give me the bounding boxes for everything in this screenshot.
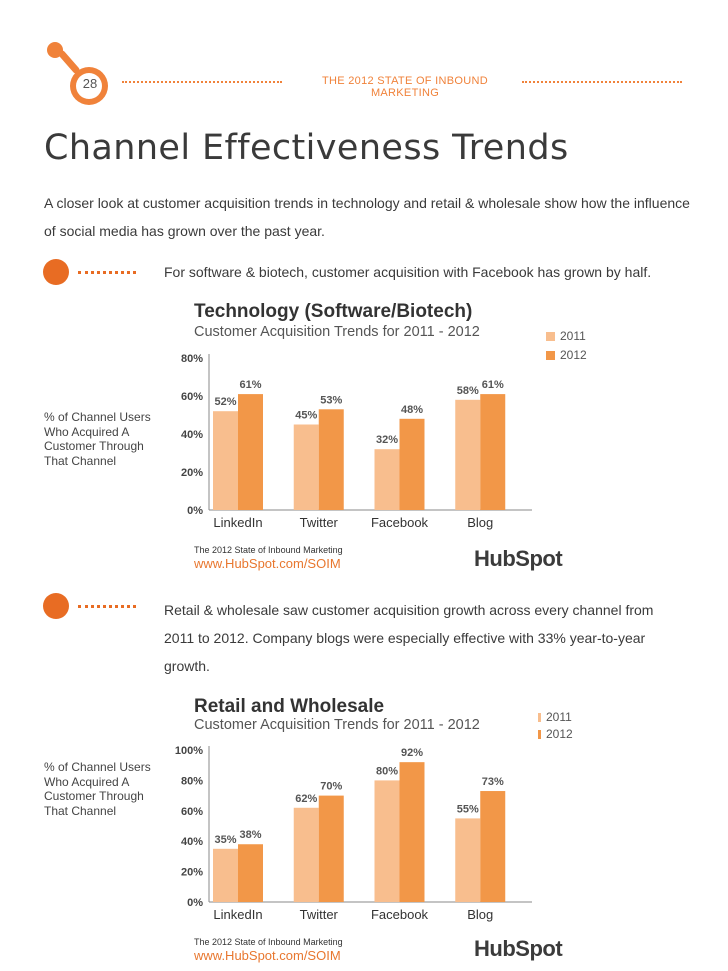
data-label: 55% (457, 803, 479, 815)
chart-subtitle: Customer Acquisition Trends for 2011 - 2… (194, 717, 480, 733)
data-label: 61% (239, 379, 261, 391)
data-label: 38% (239, 829, 261, 841)
hubspot-wordmark-text: HubSpot (474, 546, 563, 571)
hubspot-sprocket-logo (47, 42, 108, 105)
y-tick-label: 40% (181, 836, 203, 848)
data-label: 73% (482, 776, 504, 788)
legend-item-2012: 2012 (538, 727, 573, 741)
data-label: 52% (214, 396, 236, 408)
bar-blog-2012 (480, 791, 506, 902)
x-tick-label-linkedin: LinkedIn (213, 515, 262, 530)
bar-linkedin-2011 (213, 411, 238, 510)
bar-blog-2012 (480, 394, 506, 510)
legend-item-2011: 2011 (538, 710, 573, 724)
data-label: 53% (320, 394, 342, 406)
chart-url[interactable]: www.HubSpot.com/SOIM (194, 556, 341, 571)
bar-facebook-2011 (374, 449, 400, 510)
x-tick-label-facebook: Facebook (371, 907, 429, 922)
chart-title: Technology (Software/Biotech) (194, 301, 473, 322)
x-tick-label-linkedin: LinkedIn (213, 907, 262, 922)
chart-legend: 2011 2012 (538, 710, 573, 741)
bar-twitter-2012 (318, 409, 344, 510)
legend-label: 2012 (546, 727, 573, 741)
legend-label: 2012 (560, 348, 587, 362)
data-label: 35% (214, 834, 236, 846)
y-tick-label: 80% (181, 353, 203, 365)
legend-swatch-2011 (546, 332, 555, 342)
header-title: THE 2012 STATE OF INBOUND MARKETING (321, 75, 488, 99)
page-number: 28 (82, 76, 98, 91)
data-label: 45% (295, 410, 317, 422)
data-label: 92% (401, 747, 423, 759)
chart-title: Retail and Wholesale (194, 696, 385, 717)
bullet-dot (43, 593, 69, 619)
chart-source: The 2012 State of Inbound Marketing (194, 937, 343, 947)
legend-swatch-2012 (546, 351, 555, 361)
y-tick-label: 40% (181, 429, 203, 441)
x-tick-label-twitter: Twitter (300, 907, 339, 922)
chart-subtitle: Customer Acquisition Trends for 2011 - 2… (194, 324, 480, 340)
y-axis-label: % of Channel Users Who Acquired A Custom… (44, 760, 151, 818)
x-tick-label-facebook: Facebook (371, 515, 429, 530)
legend-label: 2011 (560, 329, 586, 343)
data-label: 62% (295, 793, 317, 805)
y-axis-label: % of Channel Users Who Acquired A Custom… (44, 410, 151, 468)
callout-technology: For software & biotech, customer acquisi… (164, 264, 652, 280)
chart-legend: 2011 2012 (546, 329, 587, 362)
page-title: Channel Effectiveness Trends (44, 128, 569, 168)
callout-retail: Retail & wholesale saw customer acquisit… (164, 602, 654, 674)
legend-swatch-2011 (538, 713, 541, 723)
bar-linkedin-2012 (238, 394, 263, 510)
y-tick-label: 0% (187, 897, 203, 909)
bullet-dots (78, 271, 136, 274)
y-tick-label: 60% (181, 806, 203, 818)
intro-paragraph: A closer look at customer acquisition tr… (44, 195, 690, 239)
chart-url[interactable]: www.HubSpot.com/SOIM (194, 948, 341, 963)
bar-blog-2011 (455, 818, 481, 902)
data-label: 48% (401, 404, 423, 416)
x-tick-label-blog: Blog (467, 515, 493, 530)
bar-linkedin-2011 (213, 848, 238, 902)
header-dots-right (522, 81, 682, 83)
data-label: 70% (320, 781, 342, 793)
y-tick-label: 20% (181, 467, 203, 479)
bar-facebook-2011 (374, 780, 400, 902)
bullet-dots (78, 605, 136, 608)
legend-item-2011: 2011 (546, 329, 587, 343)
bar-linkedin-2012 (238, 844, 263, 902)
bar-blog-2011 (455, 399, 481, 510)
legend-label: 2011 (546, 710, 572, 724)
technology-bar-chart: 0%20%40%60%80%52%61%LinkedIn45%53%Twitte… (181, 353, 532, 530)
legend-item-2012: 2012 (546, 348, 587, 362)
legend-swatch-2012 (538, 730, 541, 740)
hubspot-wordmark: HubSpot (474, 546, 563, 572)
y-tick-label: 80% (181, 775, 203, 787)
y-tick-label: 60% (181, 391, 203, 403)
bar-twitter-2011 (293, 807, 319, 902)
bullet-dot (43, 259, 69, 285)
retail-bar-chart: 0% 20% 40% 60% 80% 100% 35% 38% LinkedIn 62%70% Tw… (175, 745, 532, 922)
header-dots-left (122, 81, 282, 83)
y-tick-label: 20% (181, 867, 203, 879)
bar-facebook-2012 (399, 418, 425, 510)
y-tick-label: 0% (187, 505, 203, 517)
data-label: 32% (376, 434, 398, 446)
x-tick-label-twitter: Twitter (300, 515, 339, 530)
data-label: 61% (482, 379, 504, 391)
hubspot-wordmark-text: HubSpot (474, 936, 563, 961)
bar-twitter-2012 (318, 795, 344, 902)
data-label: 58% (457, 385, 479, 397)
bar-twitter-2011 (293, 424, 319, 510)
chart-source: The 2012 State of Inbound Marketing (194, 545, 343, 555)
y-tick-label: 100% (175, 745, 203, 757)
data-label: 80% (376, 765, 398, 777)
x-tick-label-blog: Blog (467, 907, 493, 922)
bar-facebook-2012 (399, 762, 425, 902)
hubspot-wordmark: HubSpot (474, 936, 563, 962)
